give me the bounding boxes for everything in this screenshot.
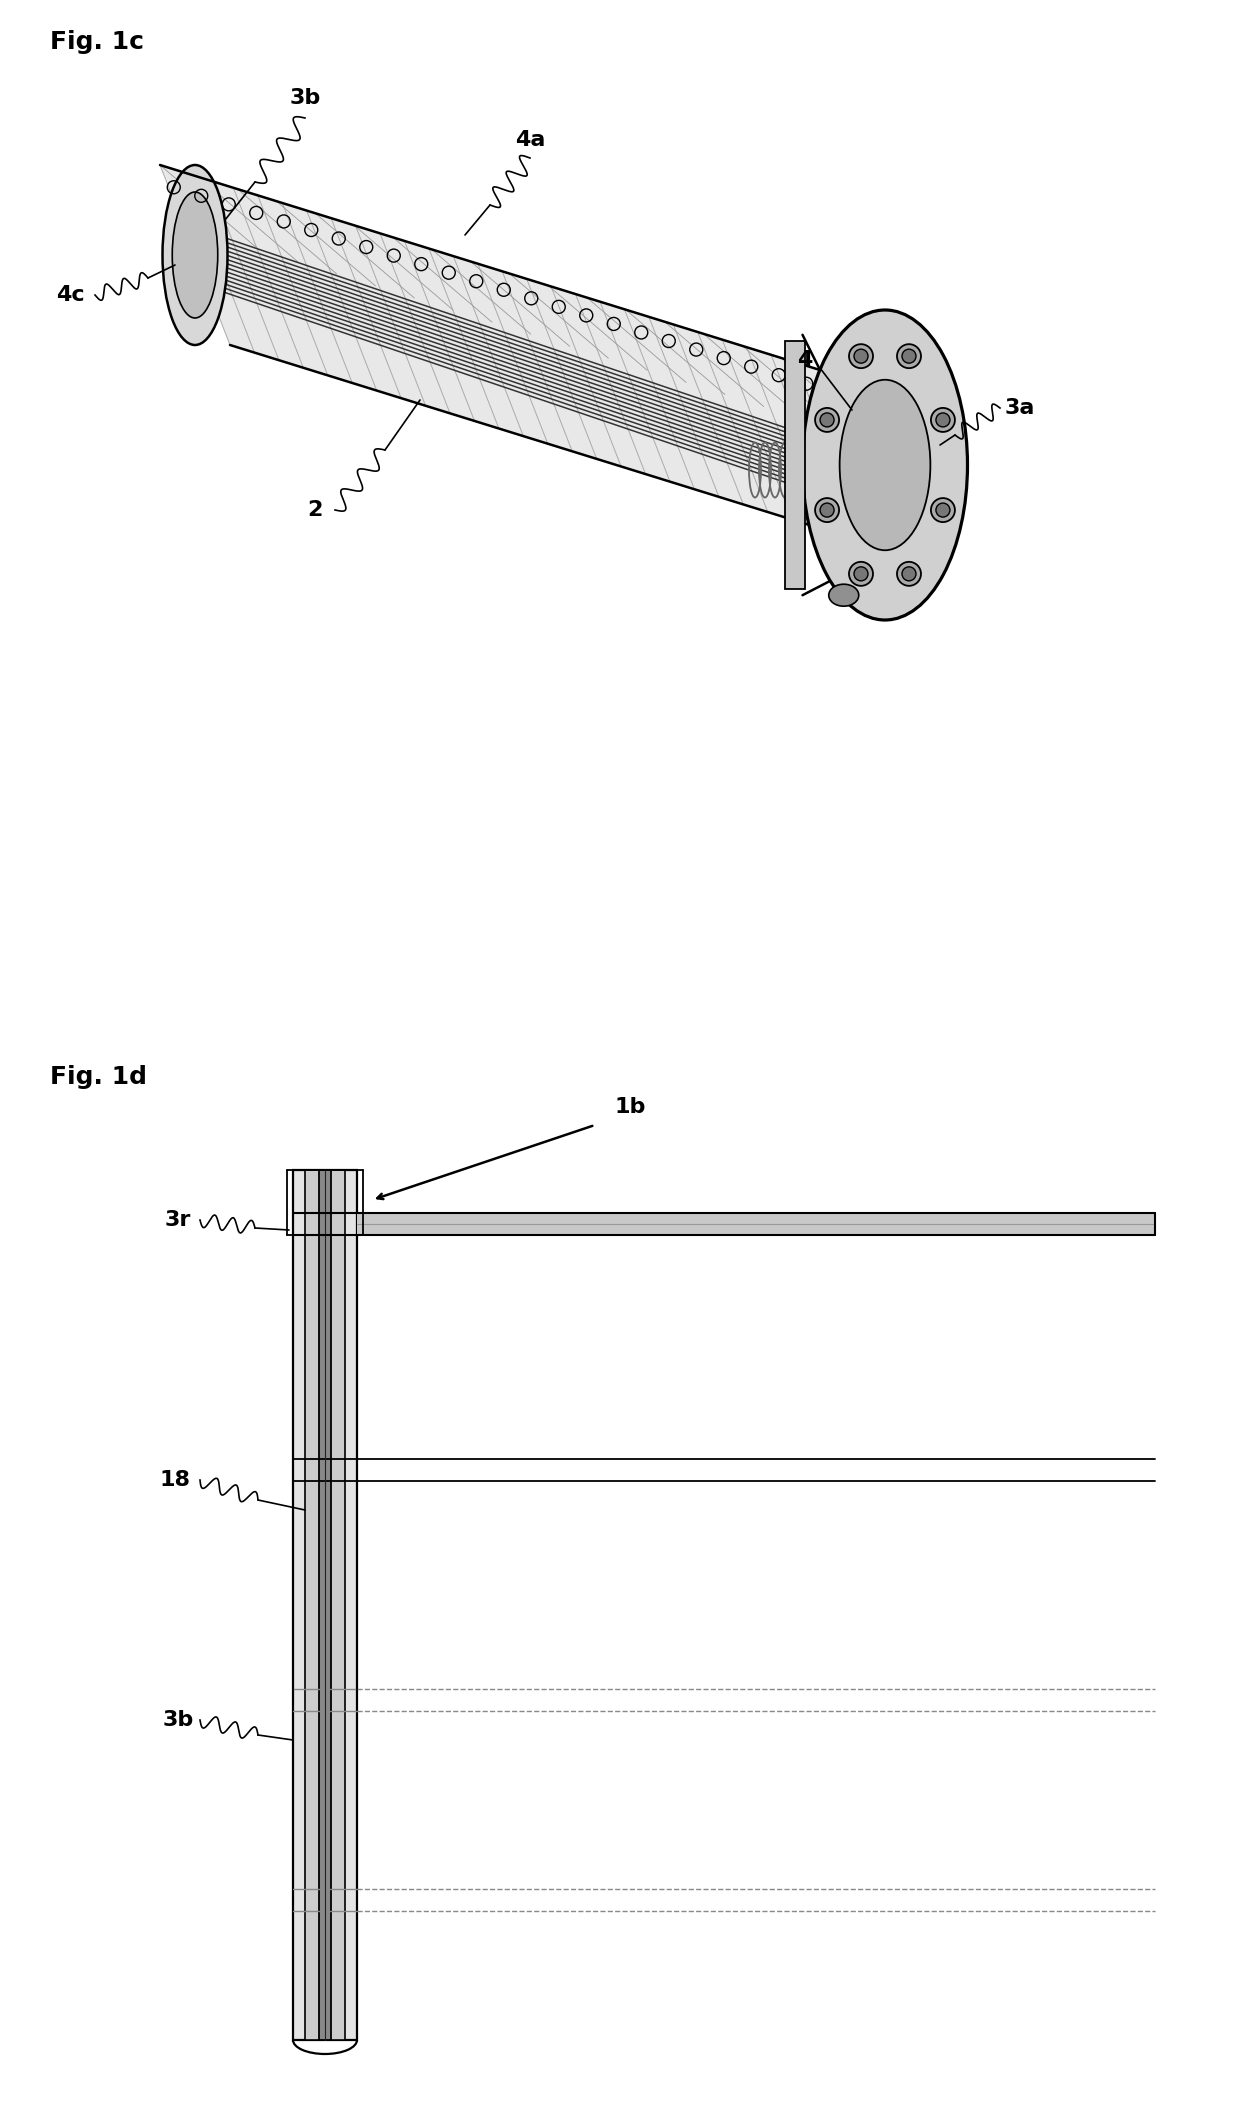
Ellipse shape (820, 414, 835, 427)
Text: 3b: 3b (162, 1710, 193, 1729)
Text: Fig. 1c: Fig. 1c (50, 29, 144, 55)
Bar (785, 340, 805, 588)
Text: 4a: 4a (515, 130, 546, 149)
Ellipse shape (897, 561, 921, 586)
Ellipse shape (854, 567, 868, 580)
Ellipse shape (815, 498, 839, 521)
Ellipse shape (828, 584, 859, 607)
Bar (305, 1170, 345, 2040)
Ellipse shape (936, 502, 950, 517)
Text: 3a: 3a (1004, 397, 1035, 418)
Text: 4c: 4c (56, 286, 84, 305)
Polygon shape (160, 166, 890, 550)
Ellipse shape (172, 191, 218, 317)
Ellipse shape (815, 408, 839, 433)
Ellipse shape (936, 414, 950, 427)
Text: 18: 18 (160, 1471, 191, 1490)
Ellipse shape (162, 166, 227, 345)
Ellipse shape (849, 345, 873, 368)
Bar (357, 1212, 1154, 1235)
Ellipse shape (897, 345, 921, 368)
Ellipse shape (931, 408, 955, 433)
Ellipse shape (820, 502, 835, 517)
Ellipse shape (854, 349, 868, 363)
Ellipse shape (931, 498, 955, 521)
Text: Fig. 1d: Fig. 1d (50, 1065, 148, 1088)
Ellipse shape (849, 561, 873, 586)
Ellipse shape (901, 349, 916, 363)
Text: 3b: 3b (289, 88, 321, 107)
Bar (319, 1170, 331, 2040)
Bar (293, 1170, 357, 2040)
Text: 4: 4 (797, 351, 812, 370)
Ellipse shape (802, 311, 967, 620)
Text: 2: 2 (308, 500, 322, 521)
Text: 1b: 1b (614, 1097, 646, 1118)
Ellipse shape (839, 380, 930, 550)
Text: 3r: 3r (165, 1210, 191, 1229)
Ellipse shape (901, 567, 916, 580)
